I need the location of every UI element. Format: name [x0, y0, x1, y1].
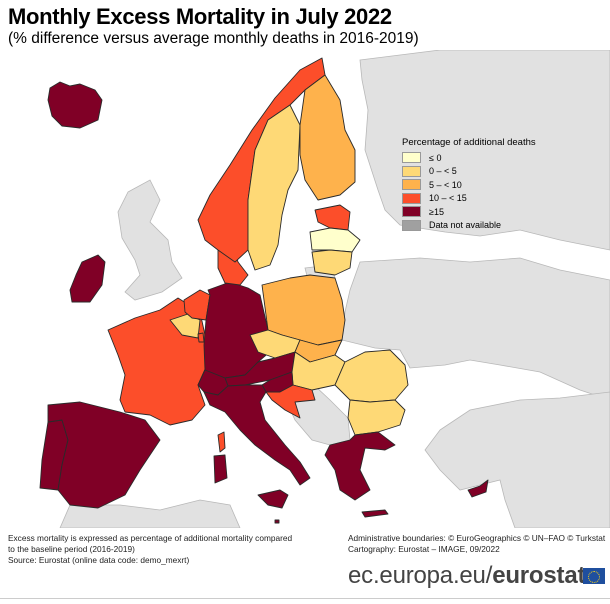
country-belgium[interactable] — [169, 313, 201, 339]
legend-label: Data not available — [429, 220, 502, 231]
legend-swatch — [402, 206, 421, 218]
footnote-line: Excess mortality is expressed as percent… — [8, 533, 293, 543]
legend-item-5to10: 5 – < 10 — [402, 178, 536, 192]
country-lithuania[interactable] — [311, 249, 353, 276]
country-corsica[interactable] — [217, 431, 226, 453]
legend-item-ge15: ≥15 — [402, 205, 536, 219]
country-sardinia[interactable] — [213, 454, 228, 484]
country-croatia[interactable] — [265, 384, 316, 419]
europe-choropleth-map — [0, 50, 610, 528]
land-uk — [117, 179, 183, 301]
legend-swatch — [402, 165, 421, 177]
country-sweden[interactable] — [247, 104, 301, 271]
country-crete[interactable] — [361, 509, 389, 518]
eurostat-brand-link[interactable]: ec.europa.eu/eurostat — [348, 562, 585, 590]
country-ireland[interactable] — [69, 254, 106, 303]
legend-item-na: Data not available — [402, 219, 536, 233]
legend: Percentage of additional deaths ≤ 0 0 – … — [402, 137, 536, 232]
legend-swatch — [402, 152, 421, 164]
footnote-methodology: Excess mortality is expressed as percent… — [8, 533, 292, 566]
footnote-credits: Administrative boundaries: © EuroGeograp… — [348, 533, 605, 555]
legend-item-0to5: 0 – < 5 — [402, 165, 536, 179]
divider — [0, 598, 610, 599]
country-malta[interactable] — [274, 519, 280, 524]
cartography-credit: Cartography: Eurostat – IMAGE, 09/2022 — [348, 544, 500, 554]
legend-item-10to15: 10 – < 15 — [402, 192, 536, 206]
country-iceland[interactable] — [47, 81, 103, 129]
legend-swatch — [402, 219, 421, 231]
map-title: Monthly Excess Mortality in July 2022 — [8, 4, 392, 29]
land-turkey-middle-east — [424, 391, 610, 528]
country-greece[interactable] — [324, 431, 396, 501]
map-subtitle: (% difference versus average monthly dea… — [8, 30, 419, 47]
source-line: Source: Eurostat (online data code: demo… — [8, 555, 190, 565]
country-romania[interactable] — [334, 349, 409, 403]
brand-url-prefix: ec.europa.eu/ — [348, 562, 493, 589]
legend-label: ≥15 — [429, 206, 444, 217]
boundaries-credit: Administrative boundaries: © EuroGeograp… — [348, 533, 606, 543]
legend-label: 0 – < 5 — [429, 166, 457, 177]
country-finland[interactable] — [299, 74, 356, 201]
footnote-line: to the baseline period (2016-2019) — [8, 544, 135, 554]
legend-swatch — [402, 179, 421, 191]
country-latvia[interactable] — [309, 227, 361, 253]
eu-flag-icon — [583, 568, 605, 584]
country-italy[interactable] — [203, 384, 311, 486]
country-cyprus[interactable] — [467, 479, 489, 498]
legend-title: Percentage of additional deaths — [402, 137, 536, 148]
country-luxembourg[interactable] — [197, 332, 205, 343]
legend-label: 5 – < 10 — [429, 179, 462, 190]
brand-url-name: eurostat — [492, 562, 586, 589]
eu-stars-ring — [588, 570, 600, 583]
legend-swatch — [402, 192, 421, 204]
country-bulgaria[interactable] — [347, 399, 406, 436]
legend-label: ≤ 0 — [429, 152, 442, 163]
land-russia-north — [359, 50, 610, 251]
country-spain[interactable] — [47, 401, 161, 509]
legend-label: 10 – < 15 — [429, 193, 467, 204]
country-sicily[interactable] — [257, 489, 289, 509]
legend-item-le0: ≤ 0 — [402, 151, 536, 165]
